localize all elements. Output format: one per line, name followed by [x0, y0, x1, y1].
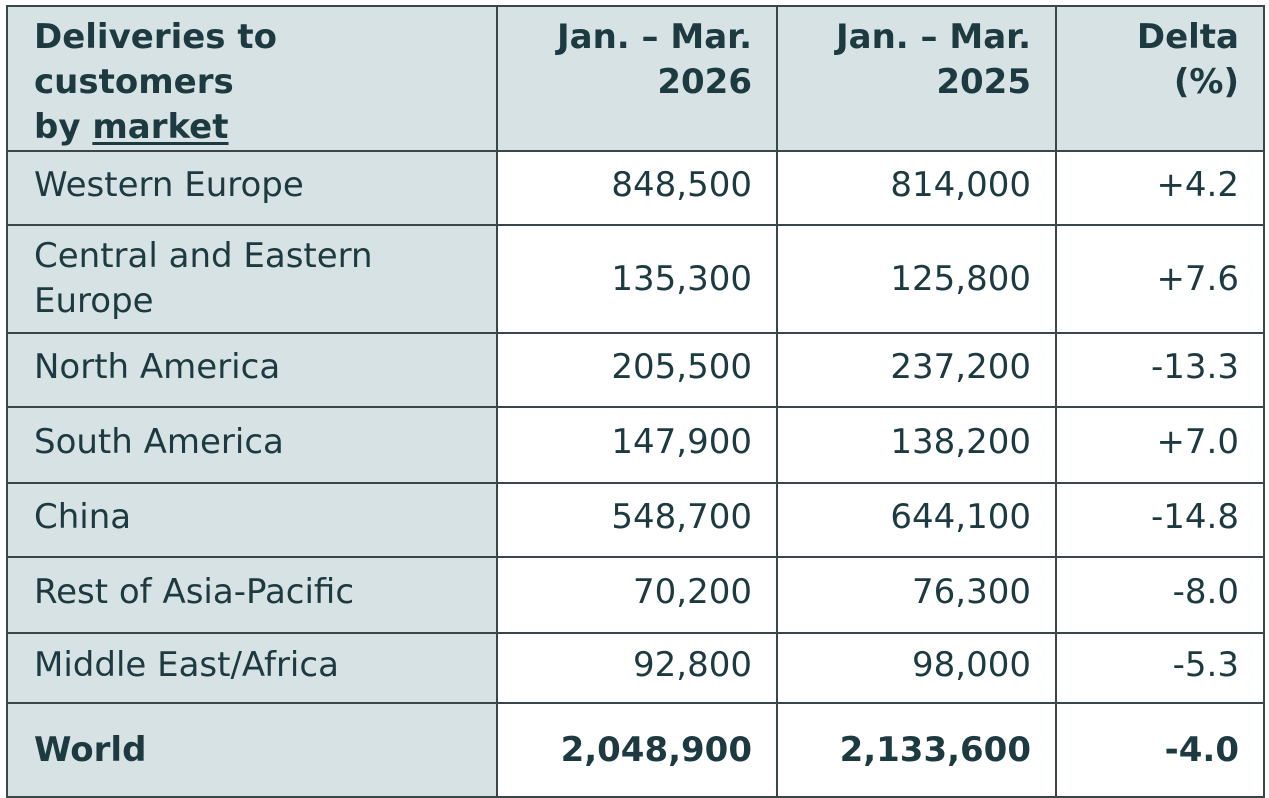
total-market-cell: World	[6, 702, 498, 798]
table-row: Rest of Asia-Pacific 70,200 76,300 -8.0	[6, 556, 1265, 634]
header-row: Deliveries to customers by market Jan. –…	[6, 5, 1265, 152]
value-2026-cell: 92,800	[496, 632, 778, 704]
header-delta: Delta (%)	[1055, 5, 1265, 152]
delta-cell: -14.8	[1055, 482, 1265, 558]
market-cell: Middle East/Africa	[6, 632, 498, 704]
delta-cell: -5.3	[1055, 632, 1265, 704]
market-cell: China	[6, 482, 498, 558]
header-2025-line1: Jan. – Mar.	[835, 17, 1031, 57]
total-2026-cell: 2,048,900	[496, 702, 778, 798]
table-row: North America 205,500 237,200 -13.3	[6, 332, 1265, 408]
total-row: World 2,048,900 2,133,600 -4.0	[6, 702, 1265, 798]
market-cell: North America	[6, 332, 498, 408]
header-2026-line2: 2026	[657, 62, 752, 102]
delta-cell: +7.6	[1055, 224, 1265, 334]
value-2025-cell: 98,000	[776, 632, 1057, 704]
value-2025-cell: 138,200	[776, 406, 1057, 484]
value-2025-cell: 76,300	[776, 556, 1057, 634]
deliveries-table: Deliveries to customers by market Jan. –…	[6, 5, 1265, 798]
value-2026-cell: 205,500	[496, 332, 778, 408]
header-market: Deliveries to customers by market	[6, 5, 498, 152]
value-2025-cell: 125,800	[776, 224, 1057, 334]
total-delta-cell: -4.0	[1055, 702, 1265, 798]
header-delta-line1: Delta	[1136, 17, 1239, 57]
market-cell: Central and Eastern Europe	[6, 224, 498, 334]
table-row: China 548,700 644,100 -14.8	[6, 482, 1265, 558]
value-2026-cell: 135,300	[496, 224, 778, 334]
table-row: Middle East/Africa 92,800 98,000 -5.3	[6, 632, 1265, 704]
delta-cell: -13.3	[1055, 332, 1265, 408]
value-2025-cell: 644,100	[776, 482, 1057, 558]
header-delta-line2: (%)	[1173, 62, 1239, 102]
header-2025-line2: 2025	[936, 62, 1031, 102]
market-cell: Western Europe	[6, 150, 498, 226]
market-cell: South America	[6, 406, 498, 484]
value-2026-cell: 147,900	[496, 406, 778, 484]
total-2025-cell: 2,133,600	[776, 702, 1057, 798]
delta-cell: +4.2	[1055, 150, 1265, 226]
value-2025-cell: 237,200	[776, 332, 1057, 408]
table-row: Western Europe 848,500 814,000 +4.2	[6, 150, 1265, 226]
delta-cell: +7.0	[1055, 406, 1265, 484]
header-market-line2-prefix: by	[34, 107, 93, 147]
header-2026-line1: Jan. – Mar.	[556, 17, 752, 57]
table-row: Central and Eastern Europe 135,300 125,8…	[6, 224, 1265, 334]
header-2025: Jan. – Mar. 2025	[776, 5, 1057, 152]
value-2025-cell: 814,000	[776, 150, 1057, 226]
value-2026-cell: 848,500	[496, 150, 778, 226]
header-2026: Jan. – Mar. 2026	[496, 5, 778, 152]
header-market-line1: Deliveries to customers	[34, 17, 277, 102]
table-row: South America 147,900 138,200 +7.0	[6, 406, 1265, 484]
value-2026-cell: 548,700	[496, 482, 778, 558]
value-2026-cell: 70,200	[496, 556, 778, 634]
market-link[interactable]: market	[92, 107, 229, 147]
delta-cell: -8.0	[1055, 556, 1265, 634]
market-cell: Rest of Asia-Pacific	[6, 556, 498, 634]
